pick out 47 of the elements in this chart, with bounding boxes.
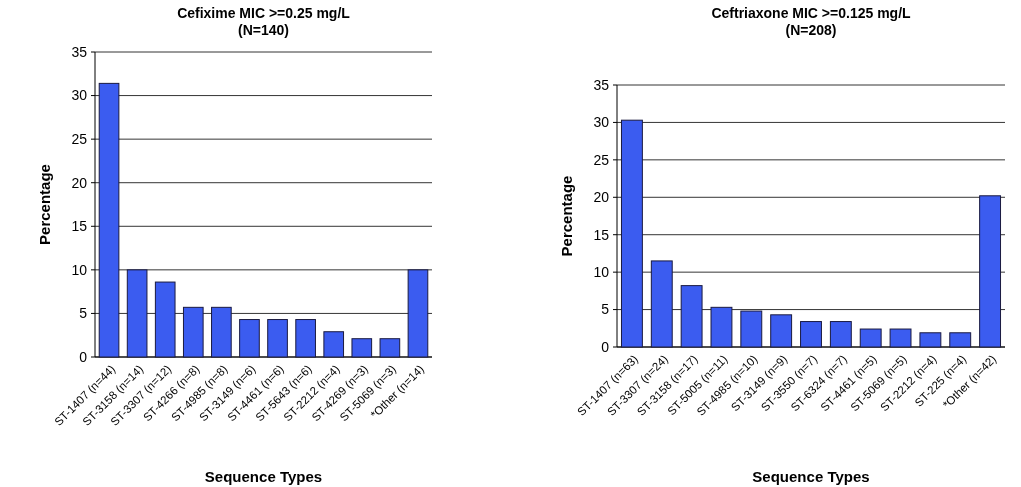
bar — [859, 328, 882, 348]
x-axis-title: Sequence Types — [204, 468, 323, 485]
bar — [740, 310, 763, 348]
y-tick-label: 10 — [71, 261, 88, 278]
bar — [949, 332, 972, 348]
bar — [154, 281, 176, 358]
bar — [979, 195, 1002, 348]
bar — [919, 332, 942, 348]
y-tick-label: 30 — [71, 87, 88, 104]
y-tick-label: 30 — [593, 114, 610, 131]
bar — [323, 331, 345, 358]
bar — [379, 338, 401, 358]
bar — [351, 338, 373, 358]
chart-title: Cefixime MIC >=0.25 mg/L (N=140) — [177, 5, 351, 38]
bar — [295, 319, 316, 358]
y-axis-title: Percentage — [558, 175, 575, 257]
y-tick-label: 35 — [593, 76, 610, 93]
bar — [267, 319, 288, 358]
bar — [800, 321, 822, 348]
bar — [407, 269, 429, 358]
bar — [211, 306, 232, 358]
chart-title: Ceftriaxone MIC >=0.125 mg/L (N=208) — [711, 5, 912, 38]
y-tick-label: 15 — [593, 226, 610, 243]
bar — [182, 306, 204, 358]
y-tick-label: 0 — [601, 338, 610, 355]
x-axis-title: Sequence Types — [752, 468, 870, 485]
y-axis-title: Percentage — [36, 164, 53, 245]
bar — [239, 319, 260, 358]
bar — [680, 285, 703, 348]
y-tick-label: 5 — [601, 301, 610, 318]
y-tick-label: 35 — [71, 43, 88, 60]
bar — [829, 321, 852, 348]
bar — [98, 82, 120, 358]
bar — [710, 306, 733, 348]
y-tick-label: 10 — [593, 264, 610, 281]
y-tick-label: 20 — [593, 189, 610, 206]
y-tick-label: 5 — [79, 305, 88, 322]
y-tick-label: 15 — [71, 218, 88, 235]
bar — [126, 269, 148, 358]
bar — [889, 328, 912, 348]
y-tick-label: 0 — [79, 348, 88, 365]
y-tick-label: 20 — [71, 174, 88, 191]
bar — [620, 119, 643, 348]
bar — [770, 314, 793, 348]
bar — [650, 260, 673, 348]
y-tick-label: 25 — [593, 151, 610, 168]
y-tick-label: 25 — [71, 131, 88, 148]
